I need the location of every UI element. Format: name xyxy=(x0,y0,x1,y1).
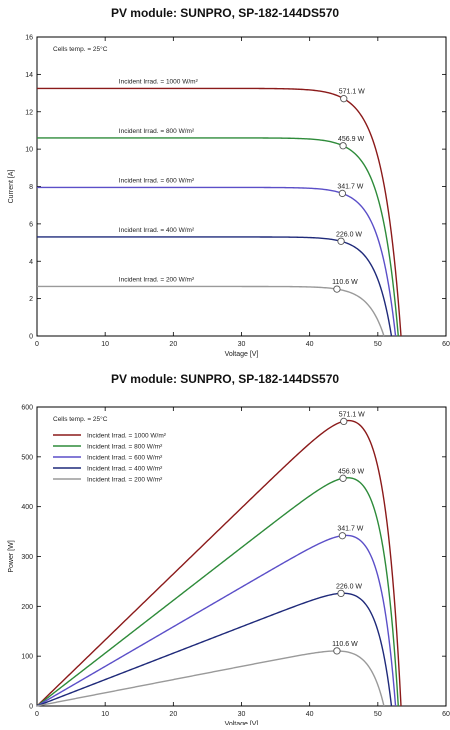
iv-y-tick-label: 8 xyxy=(29,184,33,191)
pv-mpp-point-1 xyxy=(339,474,347,482)
pv-mpp-label-3: 226.0 W xyxy=(336,583,362,590)
pv-mpp-point-3 xyxy=(337,589,345,598)
iv-cells-temp-note: Cells temp. = 25°C xyxy=(53,45,108,53)
iv-series-label-1: Incident Irrad. = 800 W/m² xyxy=(119,128,195,135)
pv-legend-label-3: Incident Irrad. = 400 W/m² xyxy=(87,466,163,473)
iv-x-tick-label: 50 xyxy=(374,341,382,348)
pv-mpp-point-2 xyxy=(338,532,347,540)
iv-mpp-label-4: 110.6 W xyxy=(332,279,358,286)
iv-y-tick-label: 2 xyxy=(29,296,33,303)
pv-x-tick-label: 50 xyxy=(374,711,382,718)
iv-series-label-4: Incident Irrad. = 200 W/m² xyxy=(119,276,195,283)
pv-series-line-2 xyxy=(36,534,397,707)
pv-x-axis-label: Voltage [V] xyxy=(225,721,259,725)
pv-legend-label-4: Incident Irrad. = 200 W/m² xyxy=(87,477,163,484)
iv-x-tick-label: 20 xyxy=(169,341,177,348)
iv-x-tick-label: 0 xyxy=(35,341,39,348)
iv-y-tick-label: 12 xyxy=(25,109,33,116)
iv-series-line-1 xyxy=(37,137,399,337)
iv-x-tick-label: 30 xyxy=(238,341,246,348)
iv-x-tick-label: 10 xyxy=(101,341,109,348)
pv-mpp-label-0: 571.1 W xyxy=(339,411,365,418)
iv-y-tick-label: 16 xyxy=(25,35,33,42)
pv-x-tick-label: 60 xyxy=(442,711,450,718)
pv-y-axis-label: Power [W] xyxy=(8,540,15,572)
pv-mpp-point-4 xyxy=(333,647,341,655)
power-chart-title: PV module: SUNPRO, SP-182-144DS570 xyxy=(110,372,340,386)
pv-x-tick-label: 20 xyxy=(169,711,177,718)
iv-mpp-point-3 xyxy=(337,237,345,245)
iv-series-line-2 xyxy=(37,186,397,337)
iv-x-axis-label: Voltage [V] xyxy=(225,351,259,358)
pv-x-tick-label: 40 xyxy=(306,711,314,718)
iv-y-tick-label: 6 xyxy=(29,221,33,228)
iv-y-tick-label: 10 xyxy=(25,147,33,154)
iv-x-tick-label: 60 xyxy=(442,341,450,348)
pv-y-tick-label: 0 xyxy=(29,704,33,711)
pv-y-tick-label: 500 xyxy=(21,454,33,461)
iv-mpp-point-2 xyxy=(338,189,347,198)
iv-y-tick-label: 0 xyxy=(29,334,33,341)
iv-chart: PV module: SUNPRO, SP-182-144DS570 0 10 20… xyxy=(0,0,450,362)
iv-chart-title: PV module: SUNPRO, SP-182-144DS570 xyxy=(110,6,340,20)
iv-series-line-0 xyxy=(37,87,402,337)
pv-legend-label-2: Incident Irrad. = 600 W/m² xyxy=(87,455,163,462)
pv-legend-label-0: Incident Irrad. = 1000 W/m² xyxy=(87,433,167,440)
power-chart-svg: 0 10 20 30 40 50 600100200300400500600Voltage … xyxy=(8,405,450,729)
pv-series-line-4 xyxy=(36,650,385,707)
iv-mpp-label-2: 341.7 W xyxy=(337,183,363,190)
pv-legend-label-1: Incident Irrad. = 800 W/m² xyxy=(87,444,163,451)
iv-mpp-point-4 xyxy=(333,285,341,293)
iv-mpp-point-0 xyxy=(340,95,348,103)
iv-series-line-4 xyxy=(37,285,385,337)
pv-mpp-point-0 xyxy=(340,417,348,426)
pv-mpp-label-4: 110.6 W xyxy=(332,641,358,648)
iv-mpp-label-3: 226.0 W xyxy=(336,231,362,238)
iv-series-label-3: Incident Irrad. = 400 W/m² xyxy=(119,227,195,234)
pv-y-tick-label: 300 xyxy=(21,554,33,561)
pv-y-tick-label: 400 xyxy=(21,504,33,511)
iv-mpp-label-1: 456.9 W xyxy=(338,136,364,143)
pv-mpp-label-2: 341.7 W xyxy=(337,526,363,533)
iv-chart-svg: 0 10 20 30 40 50 60 0 2 4 6 8 10 12 14 16 Voltage [V] Cur… xyxy=(8,35,450,359)
iv-series-line-3 xyxy=(37,236,393,337)
pv-cells-temp-note: Cells temp. = 25°C xyxy=(53,415,108,423)
iv-x-tick-label: 40 xyxy=(306,341,314,348)
pv-series-line-1 xyxy=(36,477,399,707)
pv-y-tick-label: 100 xyxy=(21,654,33,661)
iv-series-label-2: Incident Irrad. = 600 W/m² xyxy=(119,177,195,184)
pv-x-tick-label: 30 xyxy=(238,711,246,718)
pv-x-tick-label: 0 xyxy=(35,711,39,718)
pv-y-tick-label: 200 xyxy=(21,604,33,611)
iv-y-tick-label: 4 xyxy=(29,259,33,266)
iv-y-tick-label: 14 xyxy=(25,72,33,79)
pv-y-tick-label: 600 xyxy=(21,405,33,412)
pv-x-tick-label: 10 xyxy=(101,711,109,718)
iv-series-label-0: Incident Irrad. = 1000 W/m² xyxy=(119,78,199,85)
iv-mpp-point-1 xyxy=(339,142,347,150)
iv-y-axis-label: Current [A] xyxy=(8,170,15,204)
iv-mpp-label-0: 571.1 W xyxy=(339,89,365,96)
power-chart: PV module: SUNPRO, SP-182-144DS570 0 10 20… xyxy=(0,362,450,729)
pv-series-line-3 xyxy=(36,592,393,707)
pv-mpp-label-1: 456.9 W xyxy=(338,468,364,475)
